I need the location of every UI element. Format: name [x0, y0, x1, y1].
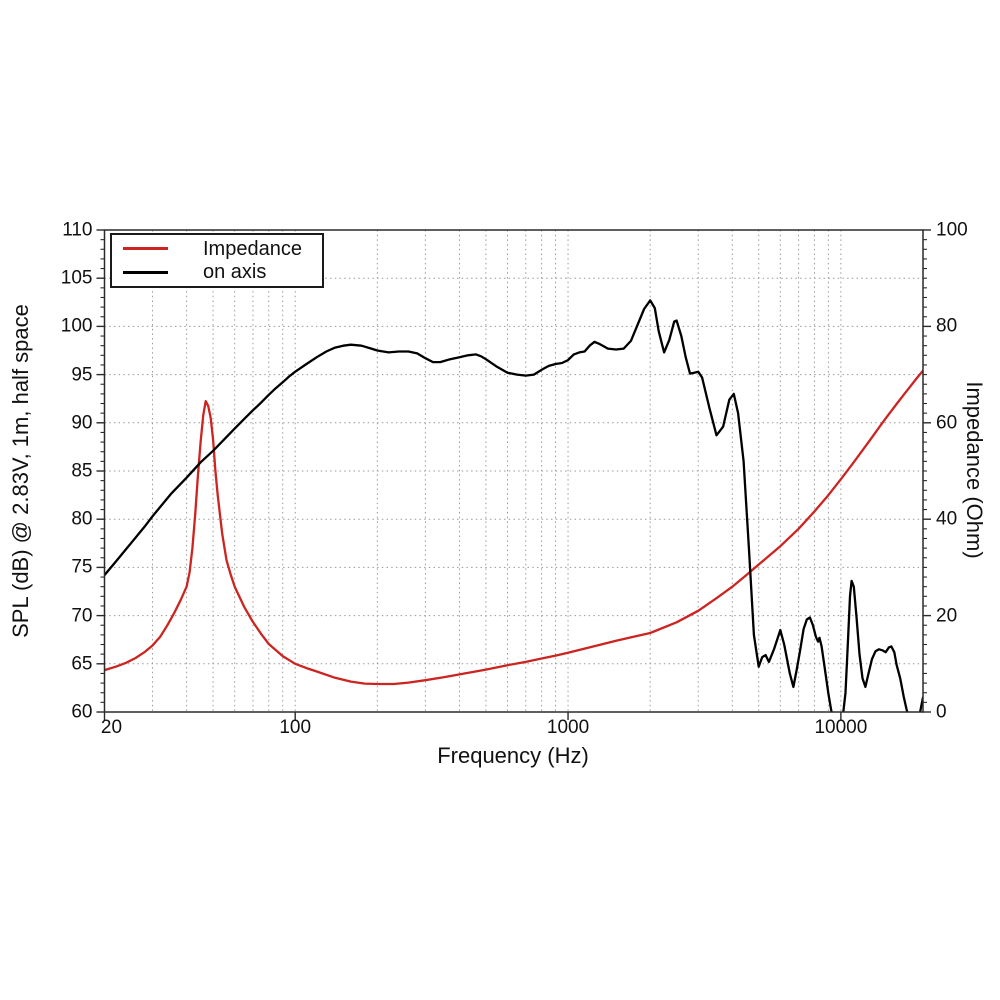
legend-entry-on-axis: on axis: [112, 261, 322, 285]
y-left-tick-label: 65: [71, 653, 93, 675]
x-axis-title: Frequency (Hz): [437, 743, 589, 768]
y-left-tick-label: 95: [71, 364, 93, 386]
x-tick-label: 100: [279, 717, 312, 738]
legend-label: Impedance: [203, 237, 302, 260]
y-left-tick-label: 90: [71, 412, 93, 434]
on-axis-curve: [104, 299, 923, 712]
plot-border: [103, 229, 924, 713]
legend-label: on axis: [203, 261, 267, 284]
y-left-tick-label: 85: [71, 460, 93, 482]
y-right-tick-label: 40: [936, 508, 958, 530]
curves: [104, 299, 923, 712]
x-tick-label: 10000: [814, 717, 868, 738]
y-right-tick-label: 80: [936, 315, 958, 337]
y-left-tick-label: 110: [62, 219, 93, 241]
legend-line-swatch: [123, 247, 168, 251]
y-left-tick-label: 80: [71, 508, 93, 530]
y-left-tick-label: 70: [71, 605, 93, 627]
legend: Impedance on axis: [110, 233, 324, 288]
y-right-tick-label: 60: [936, 412, 958, 434]
axis-ticks: [96, 229, 931, 720]
y-left-tick-label: 60: [71, 701, 93, 723]
y-right-tick-label: 0: [936, 701, 947, 723]
gridlines: [104, 230, 924, 712]
x-tick-label: 1000: [546, 717, 590, 738]
y-left-tick-label: 75: [71, 556, 93, 578]
y-right-tick-label: 20: [936, 605, 958, 627]
y-left-tick-label: 105: [60, 267, 93, 289]
y-left-tick-label: 100: [60, 315, 93, 337]
y-axis-left-title: SPL (dB) @ 2.83V, 1m, half space: [8, 304, 33, 638]
y-right-tick-label: 100: [936, 219, 968, 241]
legend-entry-impedance: Impedance: [112, 237, 322, 261]
y-axis-right-title: Impedance (Ohm): [962, 381, 987, 559]
impedance-curve: [104, 369, 923, 686]
x-tick-label: 20: [100, 717, 123, 738]
legend-line-swatch: [123, 270, 168, 274]
